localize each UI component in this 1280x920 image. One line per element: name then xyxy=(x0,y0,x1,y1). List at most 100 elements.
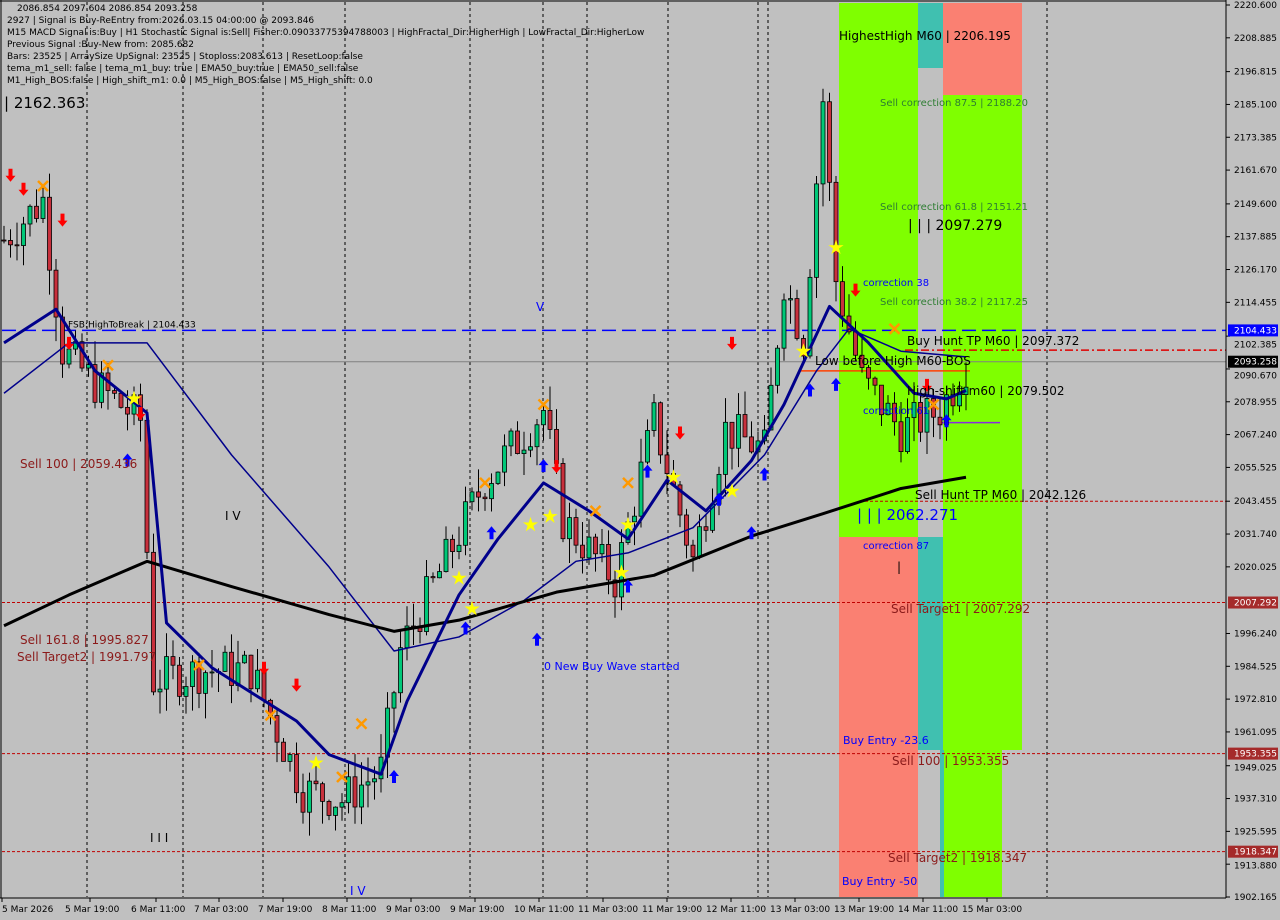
x-tick-label: 15 Mar 03:00 xyxy=(962,905,1022,915)
price-badge xyxy=(1228,355,1278,368)
sell-arrow-icon xyxy=(922,378,932,392)
candle xyxy=(690,544,696,558)
sell-correction-875-label: Sell correction 87.5 | 2188.20 xyxy=(880,98,1028,109)
candle xyxy=(203,672,208,694)
candle xyxy=(898,421,904,453)
y-tick-label: 1972.810 xyxy=(1234,695,1277,705)
price-badge xyxy=(1228,747,1278,760)
candle xyxy=(352,776,358,808)
candle xyxy=(14,244,20,247)
cross-icon xyxy=(264,709,277,722)
x-tick-label: 8 Mar 11:00 xyxy=(322,905,377,915)
x-tick-label: 14 Mar 11:00 xyxy=(898,905,958,915)
buy-entry-236-label: Buy Entry -23.6 xyxy=(843,734,929,747)
sell-arrow-icon xyxy=(727,336,737,350)
cross-icon xyxy=(537,398,550,411)
sell-hunt-tp-label: Sell Hunt TP M60 | 2042.126 xyxy=(915,488,1086,502)
candle xyxy=(489,483,494,500)
chart-annotations: HighestHigh M60 | 2206.195 Sell correcti… xyxy=(17,29,1086,898)
y-tick-label: 2090.670 xyxy=(1234,372,1277,382)
candle xyxy=(580,544,585,559)
cross-icon xyxy=(37,180,49,192)
x-tick-label: 13 Mar 19:00 xyxy=(834,905,894,915)
y-tick-label: 1925.595 xyxy=(1234,827,1277,837)
highest-high-label: HighestHigh M60 | 2206.195 xyxy=(839,29,1011,43)
cross-icon xyxy=(479,477,491,489)
candle xyxy=(222,651,228,672)
candle xyxy=(547,410,553,430)
info-line: Previous Signal :Buy-New from: 2085.682 xyxy=(7,40,195,50)
sell-arrow-icon xyxy=(135,406,146,420)
candle xyxy=(157,688,163,693)
buy-arrow-icon xyxy=(642,464,653,478)
candle xyxy=(742,414,748,438)
cross-icon xyxy=(193,659,205,671)
candle xyxy=(554,429,559,464)
candle xyxy=(606,544,611,581)
info-line: Bars: 23525 | ArraySize UpSignal: 23525 … xyxy=(7,52,363,62)
price-badge-label: 2007.292 xyxy=(1234,599,1277,609)
candle xyxy=(840,281,845,317)
price-badge-label: 1953.355 xyxy=(1234,750,1277,760)
zone-teal-top xyxy=(918,3,943,68)
candle xyxy=(346,776,351,804)
y-tick-label: 2196.815 xyxy=(1234,68,1277,78)
cross-icon xyxy=(102,359,114,372)
candle xyxy=(567,517,572,540)
y-tick-label: 2055.525 xyxy=(1234,463,1277,473)
buy-arrow-icon xyxy=(389,770,399,784)
info-panel: 2086.854 2097.604 2086.854 2093.258 2927… xyxy=(7,3,644,87)
buy-arrow-icon xyxy=(122,453,133,467)
wave-iv-a-label: I V xyxy=(225,509,241,523)
star-icon xyxy=(795,343,812,358)
cross-icon xyxy=(622,477,634,489)
candle xyxy=(664,454,670,474)
candle xyxy=(775,347,780,386)
y-axis: 2220.600 2208.885 2196.815 2185.100 2173.385… xyxy=(1226,1,1277,903)
star-icon xyxy=(126,390,142,406)
sell-arrow-icon xyxy=(64,336,74,350)
sell-target2-a-label: Sell Target2 | 1991.797 xyxy=(17,650,156,664)
candle xyxy=(294,754,299,794)
x-tick-label: 11 Mar 03:00 xyxy=(578,905,638,915)
candle xyxy=(794,298,800,339)
y-tick-label: 2126.170 xyxy=(1234,266,1277,276)
candle xyxy=(196,661,202,694)
cross-icon xyxy=(888,322,901,335)
candle xyxy=(651,402,657,431)
buy-arrow-icon xyxy=(805,383,815,397)
candle xyxy=(703,526,709,531)
zone-teal-mid xyxy=(918,537,943,750)
y-tick-label: 2078.955 xyxy=(1234,398,1277,408)
ma-slow-line xyxy=(3,328,967,652)
sell-arrow-icon xyxy=(291,678,302,692)
price-badge xyxy=(1228,845,1278,858)
candle xyxy=(905,417,910,453)
candles xyxy=(1,88,969,836)
buy-arrow-icon xyxy=(532,632,542,646)
candle xyxy=(365,781,371,786)
candle xyxy=(398,647,403,694)
candle xyxy=(937,416,943,426)
ema-long-line xyxy=(3,475,967,633)
candle xyxy=(170,656,176,666)
price-badge xyxy=(1228,596,1278,609)
signal-markers xyxy=(5,168,952,784)
candle xyxy=(918,402,923,433)
ohlc-line: 2086.854 2097.604 2086.854 2093.258 xyxy=(17,4,198,14)
buy-arrow-icon xyxy=(486,526,497,540)
overlay-level-text: | 2162.363 xyxy=(4,94,86,112)
candle xyxy=(729,421,735,449)
candle xyxy=(879,384,884,416)
y-tick-label: 2102.385 xyxy=(1234,340,1277,350)
correction-87-label: correction 87 xyxy=(863,541,929,552)
candle xyxy=(320,783,325,802)
y-tick-label: 1996.240 xyxy=(1234,629,1277,639)
sell-correction-618-label: Sell correction 61.8 | 2151.21 xyxy=(880,202,1028,213)
candle xyxy=(632,515,637,523)
bar-mark-label: | xyxy=(897,560,901,574)
x-tick-label: 5 Mar 2026 xyxy=(2,905,54,915)
candle xyxy=(482,496,488,500)
